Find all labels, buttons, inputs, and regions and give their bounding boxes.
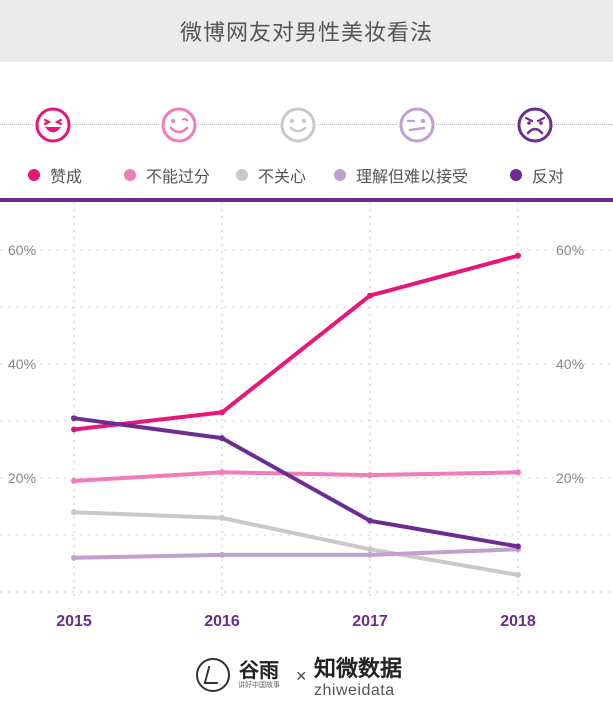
smiling-face-icon (160, 106, 198, 144)
legend-divider (0, 198, 613, 202)
guyu-logo-slogan: 讲好中国故事 (238, 682, 280, 689)
data-point (219, 514, 225, 521)
x-tick-label: 2015 (56, 613, 92, 630)
chart-legend: 赞成 不能过分 不关心 理解但难以接受 反对 (0, 160, 613, 190)
data-point (219, 469, 225, 476)
header-bar: 微博网友对男性美妆看法 (0, 0, 613, 62)
y-tick-label-left: 40% (8, 356, 36, 372)
y-tick-label-right: 60% (556, 242, 584, 258)
data-point (367, 292, 373, 299)
face-icon-row (0, 96, 613, 152)
data-point (515, 469, 521, 476)
legend-label: 反对 (532, 169, 565, 186)
legend-label: 不能过分 (146, 169, 211, 186)
zhiwei-logo: 知微数据 zhiweidata (314, 656, 402, 700)
data-point (515, 252, 521, 259)
legend-dot (510, 169, 522, 181)
logo-separator: × (296, 666, 307, 686)
series-line (72, 547, 520, 560)
legend-dot (334, 169, 346, 181)
legend-label: 理解但难以接受 (356, 169, 469, 186)
footer-logos: 谷雨 讲好中国故事 × 知微数据 zhiweidata (0, 648, 613, 702)
data-point (367, 546, 373, 553)
data-point (71, 554, 77, 561)
data-point (367, 517, 373, 524)
data-point (367, 551, 373, 558)
legend-dot (124, 169, 136, 181)
series-line (72, 510, 520, 577)
y-tick-label-right: 40% (556, 356, 584, 372)
guyu-logo: 谷雨 讲好中国故事 (196, 658, 280, 692)
guyu-logo-name: 谷雨 (239, 658, 279, 682)
data-point (515, 543, 521, 550)
data-point (71, 426, 77, 433)
frowning-face-icon (516, 106, 554, 144)
zhiwei-logo-subtitle: zhiweidata (314, 682, 395, 699)
zhiwei-logo-name: 知微数据 (314, 656, 403, 681)
legend-item-indifferent: 不关心 (236, 160, 306, 190)
x-tick-label: 2016 (204, 613, 240, 630)
series-line (72, 470, 520, 483)
chart-title: 微博网友对男性美妆看法 (179, 20, 433, 45)
legend-label: 不关心 (258, 169, 307, 186)
legend-item-oppose: 反对 (510, 160, 564, 190)
y-tick-label-left: 60% (8, 242, 36, 258)
data-point (71, 477, 77, 484)
data-point (515, 571, 521, 578)
legend-label: 赞成 (50, 169, 83, 186)
laughing-face-icon (34, 106, 72, 144)
legend-dot (28, 169, 40, 181)
line-chart: 20% 20% 40% 40% 60% 60% 2015 2016 2017 2018 (0, 202, 613, 630)
series-line (72, 253, 520, 432)
series-line (72, 416, 520, 549)
x-tick-label: 2017 (352, 613, 388, 630)
data-point (71, 415, 77, 422)
data-point (71, 509, 77, 516)
guyu-logo-mark-icon (196, 658, 230, 692)
neutral-smile-face-icon (279, 106, 317, 144)
data-point (219, 551, 225, 558)
y-tick-label-right: 20% (556, 470, 584, 486)
legend-item-understand-but-hard-to-accept: 理解但难以接受 (334, 160, 468, 190)
uneasy-face-icon (398, 106, 436, 144)
data-point (219, 409, 225, 416)
legend-item-support: 赞成 (28, 160, 82, 190)
data-point (219, 435, 225, 442)
y-tick-label-left: 20% (8, 470, 36, 486)
data-point (367, 472, 373, 479)
guyu-logo-text: 谷雨 讲好中国故事 (238, 659, 280, 691)
legend-dot (236, 169, 248, 181)
x-tick-label: 2018 (500, 613, 536, 630)
legend-item-not-excessive: 不能过分 (124, 160, 210, 190)
